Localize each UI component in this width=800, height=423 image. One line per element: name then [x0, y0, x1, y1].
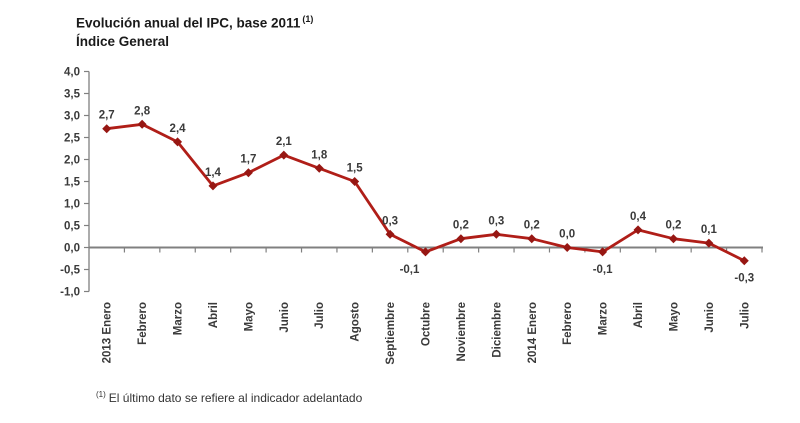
- value-label: 2,7: [99, 110, 115, 122]
- x-category-label: Mayo: [243, 302, 255, 331]
- x-category-label: Mayo: [668, 302, 680, 331]
- x-category-label: 2014 Enero: [527, 302, 539, 363]
- value-label: 0,2: [524, 220, 540, 232]
- value-label: 1,4: [205, 167, 222, 179]
- data-point-marker: [527, 234, 537, 244]
- y-tick-label: 2,5: [64, 133, 81, 145]
- y-tick-label: 3,5: [64, 89, 81, 101]
- value-label: 1,8: [311, 149, 328, 161]
- data-point-marker: [137, 119, 147, 129]
- title-text: Evolución anual del IPC, base 2011: [76, 15, 301, 31]
- data-point-marker: [456, 234, 466, 244]
- data-point-marker: [173, 137, 183, 147]
- value-label: 2,1: [276, 136, 293, 148]
- value-label: -0,1: [400, 264, 420, 276]
- series-line: [105, 122, 746, 263]
- x-category-label: Febrero: [137, 302, 149, 345]
- y-tick-label: 1,5: [64, 177, 81, 189]
- x-category-label: Junio: [279, 302, 291, 333]
- x-category-label: Julio: [739, 302, 751, 329]
- value-label: 0,4: [630, 211, 647, 223]
- value-label: 2,4: [170, 123, 187, 135]
- data-point-marker: [633, 225, 643, 235]
- data-point-marker: [598, 247, 608, 257]
- data-point-marker: [102, 124, 112, 134]
- footnote: (1) El último dato se refiere al indicado…: [96, 390, 362, 405]
- data-point-marker: [421, 247, 430, 257]
- value-label: -0,3: [734, 273, 754, 285]
- x-category-label: Julio: [314, 302, 326, 329]
- title-superscript: (1): [302, 14, 314, 24]
- x-category-label: Marzo: [598, 302, 610, 335]
- data-point-marker: [350, 177, 360, 186]
- value-label: 1,7: [240, 154, 256, 166]
- y-tick-label: 1,0: [64, 199, 80, 211]
- data-point-marker: [208, 181, 218, 191]
- y-tick-label: 3,0: [64, 111, 80, 123]
- title-line-1: Evolución anual del IPC, base 2011 (1): [76, 10, 313, 33]
- x-category-label: Junio: [704, 302, 716, 333]
- data-point-marker: [739, 256, 749, 266]
- x-category-label: Febrero: [562, 302, 574, 345]
- x-category-label: Diciembre: [491, 302, 503, 358]
- data-point-marker: [279, 150, 289, 160]
- value-label: 0,2: [453, 220, 469, 232]
- y-tick-label: -1,0: [60, 287, 80, 299]
- value-label: 0,3: [488, 215, 504, 227]
- title-line-2: Índice General: [76, 33, 170, 49]
- data-point-marker: [562, 243, 572, 252]
- data-point-marker: [385, 229, 395, 239]
- x-category-label: Marzo: [173, 302, 185, 335]
- data-point-marker: [668, 234, 678, 244]
- y-tick-label: 2,0: [64, 155, 80, 167]
- x-category-label: Abril: [208, 302, 220, 328]
- x-category-label: Noviembre: [456, 302, 468, 361]
- value-label: 2,8: [134, 105, 151, 117]
- footnote-superscript: (1): [96, 390, 106, 399]
- data-point-marker: [704, 238, 714, 248]
- value-label: 1,5: [347, 163, 364, 175]
- y-tick-label: -0,5: [60, 265, 80, 277]
- x-category-label: 2013 Enero: [102, 302, 114, 363]
- data-point-marker: [243, 168, 253, 178]
- x-category-label: Octubre: [421, 302, 433, 346]
- data-point-marker: [314, 163, 324, 173]
- value-label: -0,1: [593, 264, 613, 276]
- value-label: 0,0: [559, 229, 575, 241]
- x-category-label: Abril: [633, 302, 645, 328]
- data-point-marker: [491, 229, 501, 239]
- x-category-label: Agosto: [350, 302, 362, 342]
- value-label: 0,1: [701, 224, 718, 236]
- y-tick-label: 0,5: [64, 221, 81, 233]
- footnote-text: El último dato se refiere al indicador a…: [108, 391, 363, 405]
- x-category-label: Septiembre: [385, 302, 397, 365]
- chart-title: Evolución anual del IPC, base 2011 (1) Ín…: [76, 10, 313, 51]
- value-label: 0,2: [665, 220, 681, 232]
- y-tick-label: 0,0: [64, 243, 80, 255]
- value-label: 0,3: [382, 215, 398, 227]
- y-tick-label: 4,0: [64, 67, 80, 79]
